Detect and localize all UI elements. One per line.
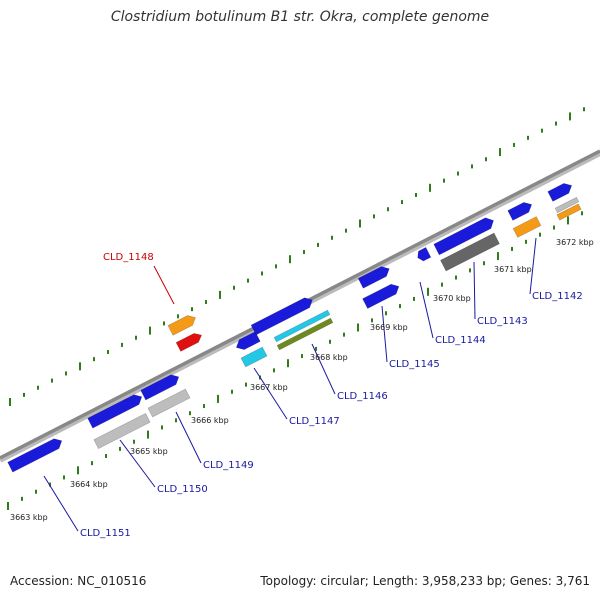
gene-feature-dark-grey [440,232,500,272]
gene-feature-olive [276,317,334,351]
gene-feature-cld-1145 [357,266,390,289]
kbp-label: 3666 kbp [191,416,229,425]
kbp-label: 3668 kbp [310,353,348,362]
leader-line [153,265,175,305]
kbp-label: 3672 kbp [556,238,594,247]
leader-line [43,475,79,532]
gene-feature-cyan [273,309,331,343]
gene-feature-cld-1145b [362,283,400,309]
gene-feature-cld-1144 [433,217,494,256]
kbp-labels: 3663 kbp 3664 kbp 3665 kbp 3666 kbp 3667 kbp… [10,238,594,522]
gene-label: CLD_1148 [103,252,154,263]
gene-feature-red [175,333,203,352]
kbp-label: 3670 kbp [433,294,471,303]
leader-line [119,439,156,488]
gene-label: CLD_1151 [80,528,131,539]
gene-features [7,183,582,473]
gene-label: CLD_1144 [435,335,486,346]
kbp-label: 3664 kbp [70,480,108,489]
leader-line [311,343,336,395]
gene-feature-cyan [240,346,268,368]
gene-feature-cld-1147 [235,331,261,350]
kbp-label: 3663 kbp [10,513,48,522]
gene-label: CLD_1143 [477,316,528,327]
gene-feature-cld-1142 [507,202,533,221]
genome-summary: Topology: circular; Length: 3,958,233 bp… [260,574,590,588]
gene-feature-cld-1148 [167,315,196,336]
kbp-ticks [7,107,585,510]
gene-feature-cld-1146 [250,297,313,336]
gene-feature-grey [147,388,191,418]
gene-feature-cld-1150 [87,394,143,429]
kbp-label: 3667 kbp [250,383,288,392]
leader-line [473,261,476,320]
gene-label: CLD_1150 [157,484,208,495]
leader-line [381,305,388,363]
gene-label: CLD_1142 [532,291,583,302]
leader-line [253,367,288,420]
gene-feature-orange [512,216,542,238]
gene-label: CLD_1147 [289,416,340,427]
kbp-label: 3665 kbp [130,447,168,456]
gene-feature-orange [556,203,582,221]
gene-label: CLD_1149 [203,460,254,471]
leader-line [529,237,537,295]
accession-label: Accession: NC_010516 [10,574,147,588]
gene-labels: CLD_1151 CLD_1150 CLD_1149 CLD_1148 CLD_1147… [80,252,583,539]
kbp-label: 3671 kbp [494,265,532,274]
gene-feature-cld-1149 [140,374,180,401]
map-title: Clostridium botulinum B1 str. Okra, comp… [110,9,490,25]
gene-label: CLD_1146 [337,391,388,402]
gene-feature-right-blue [547,183,573,202]
gene-feature-small [417,246,432,262]
label-leader-lines [43,237,537,532]
gene-feature-grey [93,412,151,450]
leader-line [175,411,202,464]
gene-feature-cld-1151 [7,438,63,473]
gene-feature-grey [554,196,580,214]
gene-label: CLD_1145 [389,359,440,370]
leader-line [419,281,434,339]
kbp-label: 3669 kbp [370,323,408,332]
